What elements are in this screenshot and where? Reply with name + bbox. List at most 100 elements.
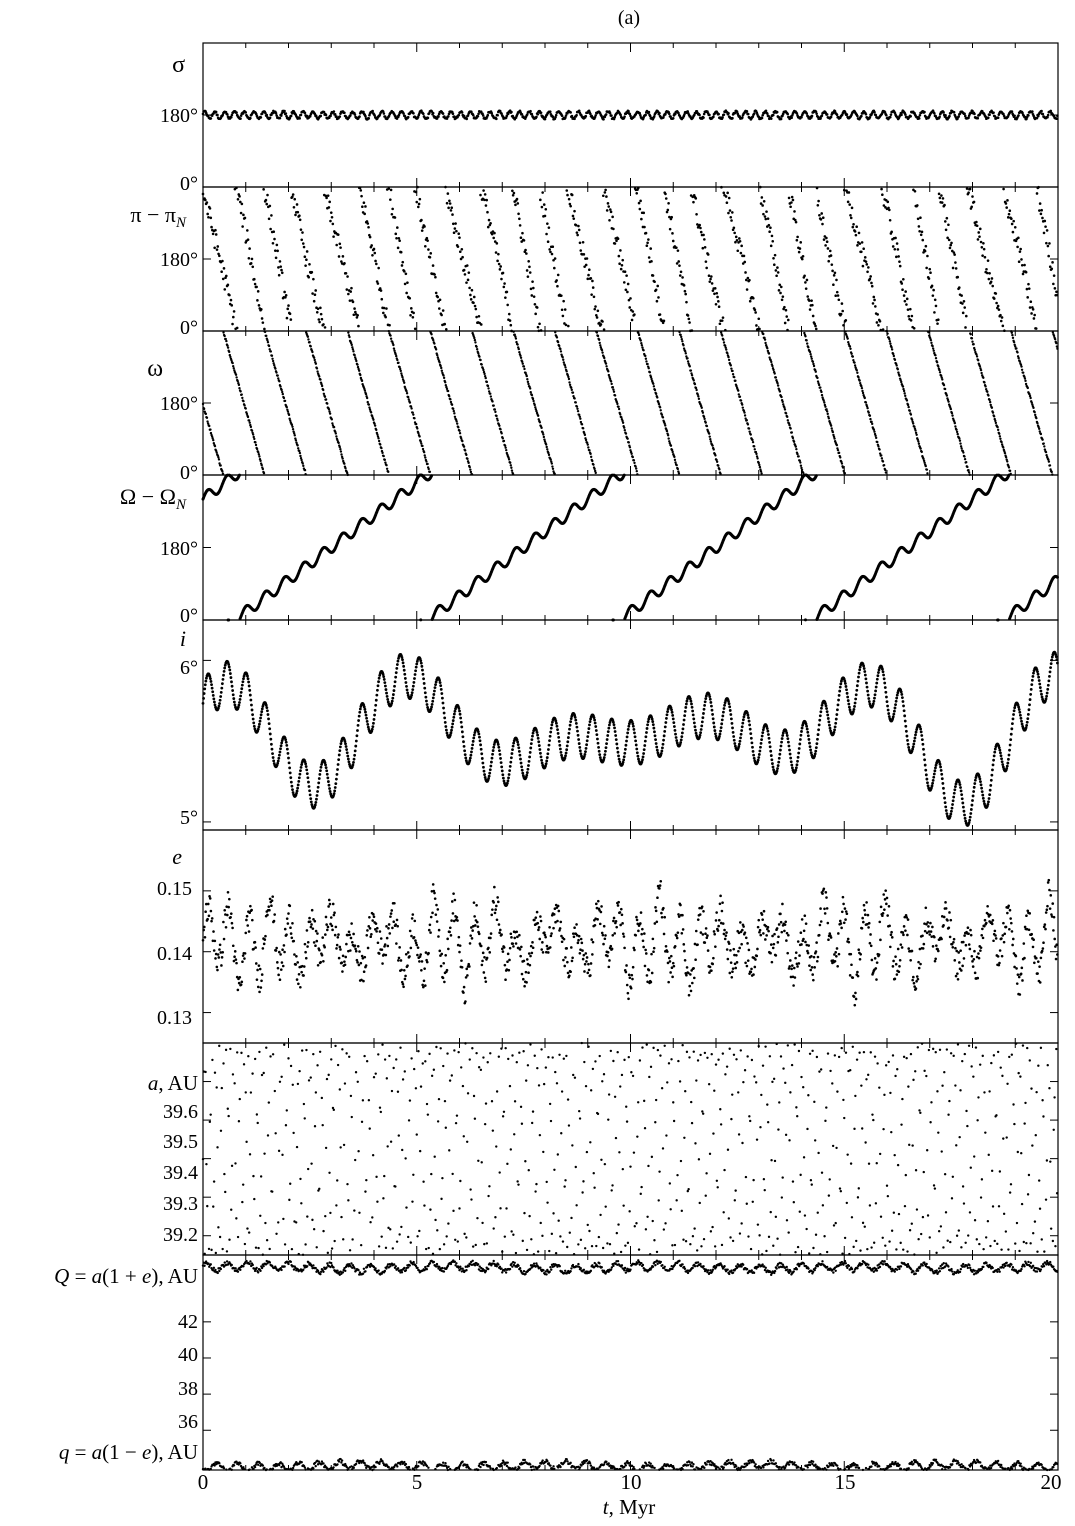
data-point [385,467,389,470]
data-point [531,280,534,283]
data-point [660,413,664,416]
data-point [302,245,306,249]
data-point [205,416,209,419]
data-point [648,114,652,118]
data-point [584,263,588,267]
data-point [748,430,751,433]
data-point [455,420,458,423]
data-point [774,376,778,379]
data-point [832,274,836,277]
data-point [699,230,703,234]
data-point [784,412,788,415]
data-point [575,113,578,117]
data-point [479,193,482,197]
data-point [1035,416,1038,420]
data-point [226,113,229,116]
data-point [968,187,972,191]
data-point [669,444,673,447]
data-point [219,116,223,120]
data-point [505,290,509,294]
data-point [840,302,844,305]
data-point [990,406,994,409]
data-point [246,238,250,241]
data-point [817,199,820,203]
data-point [953,253,956,256]
data-point [890,346,893,349]
data-point [853,364,857,367]
data-point [448,199,451,203]
data-point [221,472,225,475]
data-point [826,247,830,250]
plot-area [201,42,1059,1472]
data-point [617,407,621,411]
data-point [940,201,944,204]
data-point [680,338,683,341]
data-point [456,245,460,248]
data-point [868,277,872,281]
data-point [542,435,546,439]
data-point [573,397,576,400]
data-point [620,264,624,267]
data-point [724,328,727,332]
data-point [857,231,861,235]
data-point [450,206,454,210]
data-point [510,469,514,472]
data-point [734,379,737,382]
data-point [535,115,538,119]
data-point [578,241,582,245]
data-point [362,110,365,114]
data-point [427,248,430,251]
data-point [695,388,698,392]
data-point [225,274,228,278]
data-point [745,109,749,113]
data-point [458,236,461,239]
data-point [367,403,371,406]
data-point [1039,432,1043,436]
data-point [929,271,932,274]
data-point [1047,254,1050,258]
data-point [560,308,564,312]
data-point [1030,312,1033,315]
data-point [805,339,808,342]
data-point [308,341,311,344]
data-point [212,438,215,442]
data-point [553,266,556,270]
data-point [906,308,910,311]
data-point [525,374,528,378]
data-point [571,214,575,218]
data-point [631,455,634,459]
data-point [338,115,342,118]
data-point [817,383,821,387]
data-point [325,196,328,200]
data-point [486,384,490,388]
data-point [298,214,301,218]
data-point [722,338,725,341]
data-point [811,360,815,363]
data-point [286,307,290,311]
data-point [634,465,637,468]
data-point [635,467,638,470]
data-point [654,392,658,396]
data-point [400,372,403,375]
data-point [373,114,376,117]
data-point [928,267,932,271]
data-point [796,452,799,456]
data-point [423,225,426,228]
data-point [319,114,323,118]
data-point [652,385,656,388]
data-point [790,116,793,119]
data-point [629,297,632,300]
data-point [889,342,892,345]
data-point [526,380,530,384]
data-point [1055,293,1059,297]
data-point [473,336,476,340]
data-point [312,299,316,303]
data-point [521,231,524,235]
data-point [578,415,581,418]
data-point [702,233,705,237]
data-point [473,304,477,308]
data-point [877,323,880,327]
data-point [720,185,723,189]
data-point [895,242,899,245]
data-point [229,298,233,302]
